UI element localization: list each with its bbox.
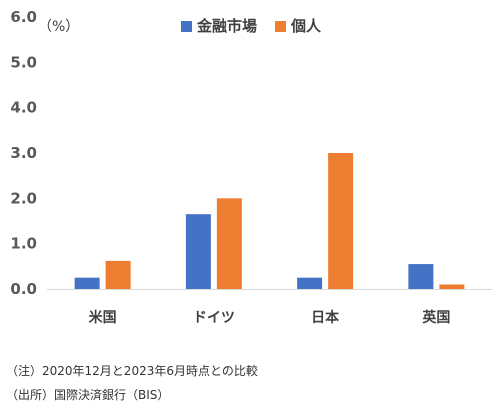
legend-label: 個人 (290, 17, 322, 35)
y-tick-label: 3.0 (10, 144, 37, 162)
bar-individual (216, 198, 242, 289)
y-tick-label: 0.0 (10, 280, 37, 298)
bars (74, 153, 465, 289)
chart-source: （出所）国際決済銀行（BIS） (6, 388, 170, 402)
legend-swatch (181, 21, 192, 32)
y-axis-unit-label: （%） (38, 19, 79, 35)
bar-individual (439, 284, 465, 289)
bar-financial-market (297, 277, 323, 289)
x-axis-category-labels: 米国 ドイツ 日本 英国 (89, 309, 451, 326)
bar-financial-market (185, 214, 211, 289)
y-tick-label: 4.0 (10, 99, 37, 117)
x-category-label: 日本 (311, 309, 340, 326)
legend-label: 金融市場 (196, 17, 257, 35)
chart-note: （注）2020年12月と2023年6月時点との比較 (6, 364, 258, 378)
y-axis-ticks: 0.0 1.0 2.0 3.0 4.0 5.0 6.0 (10, 8, 37, 298)
y-tick-label: 6.0 (10, 8, 37, 26)
y-tick-label: 2.0 (10, 189, 37, 207)
x-category-label: ドイツ (193, 310, 235, 326)
legend: 金融市場 個人 (181, 17, 322, 35)
bar-individual (105, 260, 131, 289)
x-category-label: 英国 (421, 309, 450, 326)
bar-individual (328, 153, 354, 289)
y-tick-label: 1.0 (10, 235, 37, 253)
bar-financial-market (408, 264, 434, 289)
bar-financial-market (74, 277, 100, 289)
y-tick-label: 5.0 (10, 53, 37, 71)
legend-swatch (275, 21, 286, 32)
x-category-label: 米国 (89, 309, 117, 326)
